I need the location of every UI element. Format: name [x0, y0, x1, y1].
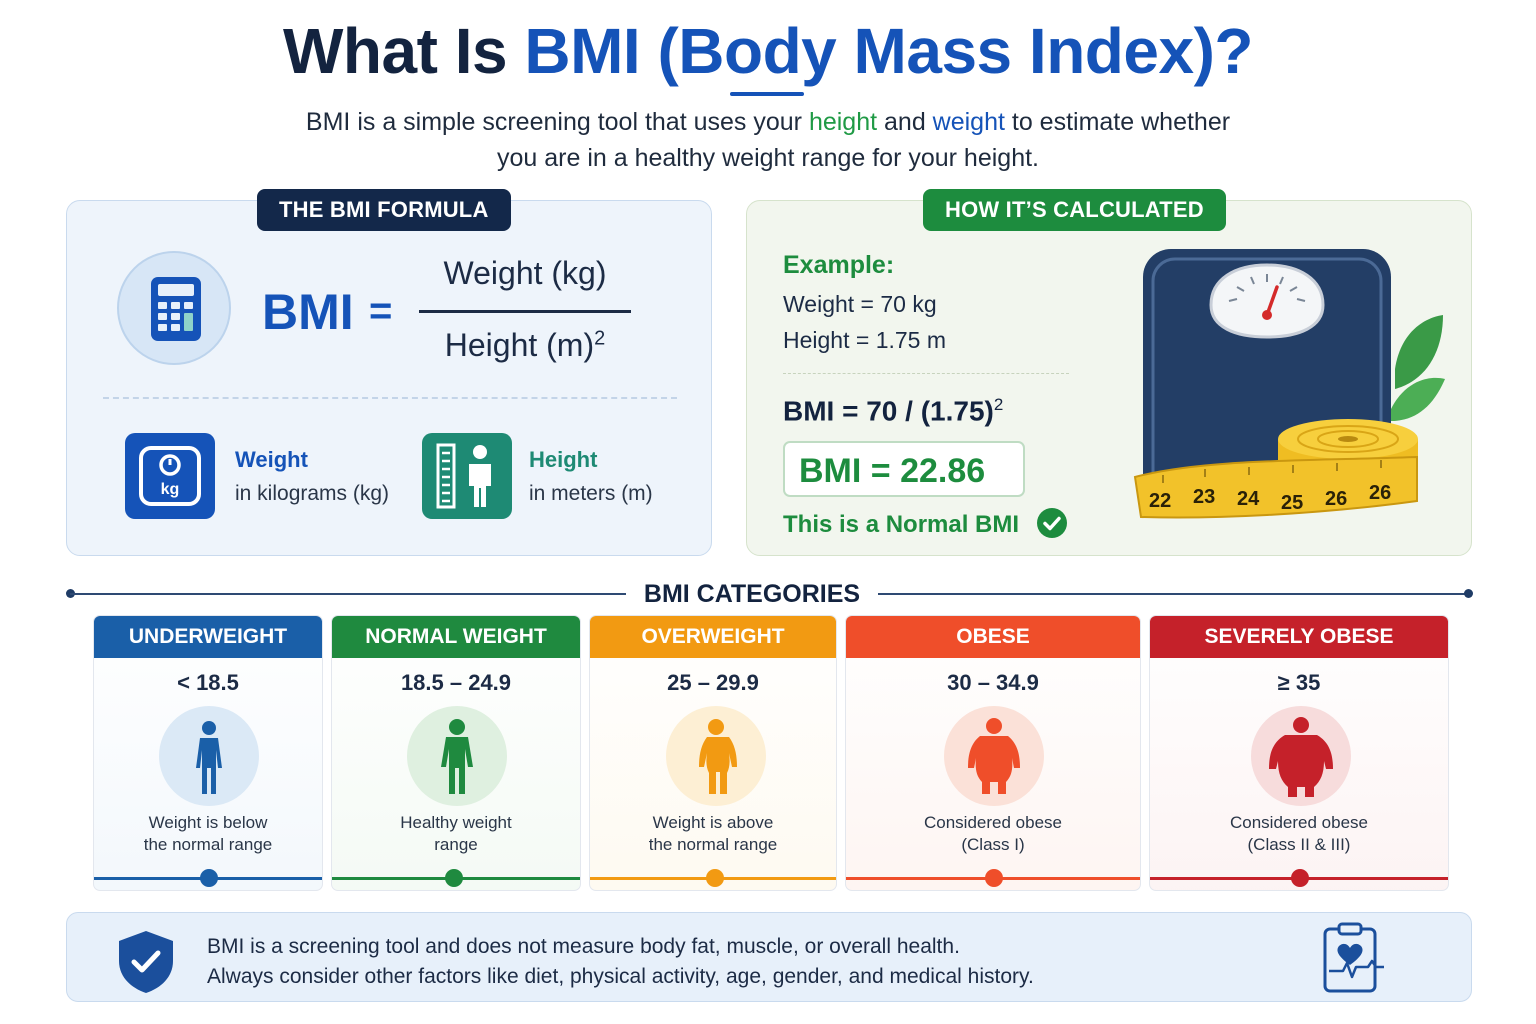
- denominator-text: Height (m): [444, 327, 595, 363]
- formula-bmi-label: BMI: [262, 284, 354, 340]
- result-box: [783, 441, 1025, 497]
- example-height: Height = 1.75 m: [783, 327, 947, 353]
- calculator-icon: [117, 251, 231, 365]
- disclaimer-line2: Always consider other factors like diet,…: [207, 965, 1034, 988]
- disclaimer-line1: BMI is a screening tool and does not mea…: [207, 935, 960, 958]
- category-description: Considered obese (Class I): [846, 812, 1140, 856]
- category-card-overweight: OVERWEIGHT 25 – 29.9 Weight is above the …: [589, 615, 837, 891]
- desc-line2: the normal range: [648, 835, 778, 854]
- person-severely-obese-icon: [1251, 706, 1351, 806]
- intro-line2: you are in a healthy weight range for yo…: [496, 144, 1039, 172]
- check-icon: [1037, 508, 1067, 538]
- bmi-result: BMI = 22.86: [799, 452, 986, 490]
- person-overweight-icon: [666, 706, 766, 806]
- category-label: SEVERELY OBESE: [1150, 616, 1448, 658]
- category-description: Considered obese (Class II & III): [1150, 812, 1448, 856]
- kg-label: kg: [161, 481, 180, 498]
- intro-and: and: [877, 108, 933, 136]
- category-card-underweight: UNDERWEIGHT < 18.5 Weight is below the no…: [93, 615, 323, 891]
- desc-line2: the normal range: [143, 835, 273, 854]
- intro-text: BMI is a simple screening tool that uses…: [268, 104, 1268, 176]
- weight-unit-title: Weight: [235, 447, 308, 472]
- title-underline: [730, 92, 804, 96]
- intro-part2: to estimate whether: [1004, 108, 1231, 136]
- category-label: OVERWEIGHT: [590, 616, 836, 658]
- bmi-verdict: This is a Normal BMI: [783, 511, 1020, 538]
- tape-number: 22: [1149, 490, 1171, 512]
- tape-number: 23: [1193, 486, 1215, 508]
- category-description: Weight is above the normal range: [590, 812, 836, 856]
- title-prefix: What Is: [283, 15, 525, 87]
- desc-line2: (Class I): [961, 835, 1025, 854]
- category-card-severely-obese: SEVERELY OBESE ≥ 35 Considered obese (Cla…: [1149, 615, 1449, 891]
- disclaimer-footer: BMI is a screening tool and does not mea…: [66, 912, 1472, 1002]
- categories-heading: BMI CATEGORIES: [643, 580, 861, 608]
- category-description: Healthy weight range: [332, 812, 580, 856]
- category-marker: [200, 869, 218, 887]
- category-label: NORMAL WEIGHT: [332, 616, 580, 658]
- weight-scale-icon: kg: [125, 433, 215, 519]
- category-marker: [445, 869, 463, 887]
- tape-number: 25: [1281, 492, 1303, 514]
- formula-tag: THE BMI FORMULA: [257, 189, 511, 231]
- categories-line-right: [878, 593, 1468, 595]
- tape-number: 26: [1369, 482, 1391, 504]
- intro-height-word: height: [808, 108, 878, 136]
- person-slim-icon: [159, 706, 259, 806]
- desc-line2: (Class II & III): [1247, 835, 1351, 854]
- desc-line1: Considered obese: [924, 813, 1062, 832]
- category-marker: [706, 869, 724, 887]
- example-weight: Weight = 70 kg: [783, 291, 937, 317]
- category-marker: [985, 869, 1003, 887]
- category-range: 30 – 34.9: [947, 670, 1039, 695]
- weight-unit-subtitle: in kilograms (kg): [235, 482, 390, 505]
- desc-line2: range: [434, 835, 478, 854]
- example-label: Example:: [783, 251, 895, 279]
- disclaimer-text: BMI is a screening tool and does not mea…: [207, 932, 1034, 992]
- bathroom-scale-icon: 22 23 24 25 26 26: [1133, 249, 1445, 519]
- tape-number: 24: [1237, 488, 1260, 510]
- tape-number: 26: [1325, 488, 1347, 510]
- page-title: What Is BMI (Body Mass Index)?: [0, 14, 1536, 88]
- category-card-normal: NORMAL WEIGHT 18.5 – 24.9 Healthy weight…: [331, 615, 581, 891]
- denominator-exponent: 2: [594, 327, 606, 350]
- categories-line-dot-right: [1464, 589, 1473, 598]
- category-marker: [1291, 869, 1309, 887]
- category-label: UNDERWEIGHT: [94, 616, 322, 658]
- category-card-obese: OBESE 30 – 34.9 Considered obese (Class I…: [845, 615, 1141, 891]
- desc-line1: Weight is below: [148, 813, 268, 832]
- intro-weight-word: weight: [932, 108, 1005, 136]
- formula-denominator: Height (m)2: [419, 327, 631, 364]
- desc-line1: Healthy weight: [400, 813, 512, 832]
- category-description: Weight is below the normal range: [94, 812, 322, 856]
- height-unit-title: Height: [529, 447, 598, 472]
- person-obese-icon: [944, 706, 1044, 806]
- calculation-panel: HOW IT’S CALCULATED Example: Weight = 70…: [746, 189, 1472, 556]
- person-normal-icon: [407, 706, 507, 806]
- category-label: OBESE: [846, 616, 1140, 658]
- formula-numerator: Weight (kg): [443, 255, 607, 291]
- formula-panel: THE BMI FORMULA BMI = Weight (kg) Height…: [66, 189, 712, 556]
- calculation-formula-text: BMI = 70 / (1.75): [783, 395, 994, 427]
- fraction-bar: [419, 310, 631, 313]
- desc-line1: Considered obese: [1230, 813, 1368, 832]
- formula-equals: =: [369, 289, 393, 333]
- category-range: ≥ 35: [1277, 670, 1321, 695]
- formula-divider: [103, 397, 677, 399]
- categories-line-left: [70, 593, 626, 595]
- intro-part1: BMI is a simple screening tool that uses…: [305, 108, 809, 136]
- calculation-divider: [783, 373, 1069, 374]
- category-range: < 18.5: [177, 670, 239, 695]
- calculation-tag: HOW IT’S CALCULATED: [923, 189, 1226, 231]
- title-accent: BMI (Body Mass Index)?: [524, 15, 1253, 87]
- category-range: 18.5 – 24.9: [400, 670, 512, 695]
- height-unit-subtitle: in meters (m): [529, 482, 653, 505]
- desc-line1: Weight is above: [652, 813, 774, 832]
- calculation-formula-exponent: 2: [993, 395, 1004, 414]
- shield-check-icon: [119, 931, 173, 993]
- heart-clipboard-icon: [1323, 922, 1384, 993]
- calculation-formula: BMI = 70 / (1.75)2: [783, 395, 1003, 427]
- height-ruler-icon: [422, 433, 512, 519]
- category-range: 25 – 29.9: [667, 670, 759, 695]
